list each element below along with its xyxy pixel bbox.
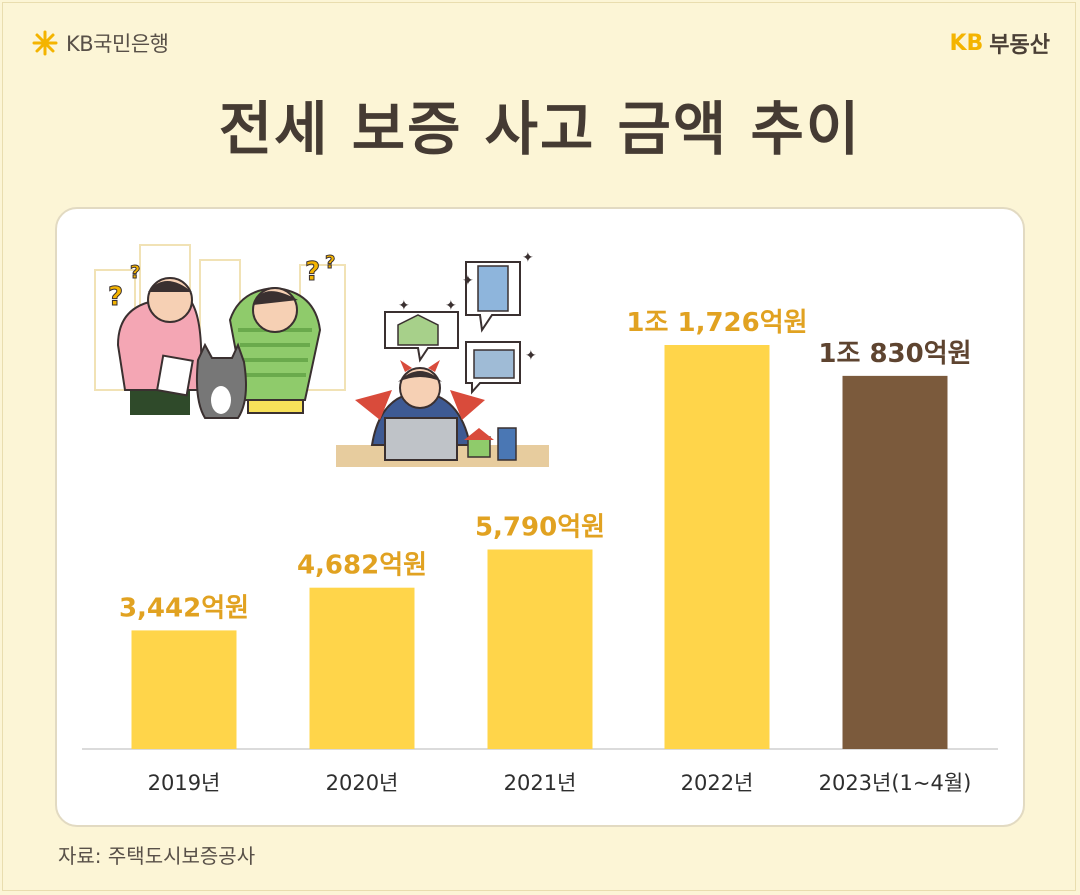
category-label-1: 2019년: [148, 771, 221, 795]
bar-4: [664, 345, 770, 749]
kb-bank-logo: KB국민은행: [30, 28, 169, 58]
value-label-2: 4,682억원: [297, 551, 427, 581]
devil-landlord-illustration: ✦ ✦ ✦ ✦ ✦: [336, 250, 549, 467]
value-label-5: 1조 830억원: [818, 339, 971, 369]
svg-text:✦: ✦: [525, 348, 537, 364]
category-label-3: 2021년: [504, 771, 577, 795]
confused-people-illustration: ? ? ? ?: [94, 244, 346, 419]
bar-1: [131, 630, 237, 749]
svg-text:✦: ✦: [462, 273, 474, 289]
value-label-1: 3,442억원: [119, 593, 249, 623]
kb-star-icon: [32, 30, 58, 56]
bar-5: [842, 375, 948, 749]
svg-text:?: ?: [108, 282, 123, 312]
category-label-2: 2020년: [326, 771, 399, 795]
page-title: 전세 보증 사고 금액 추이: [218, 95, 862, 163]
kb-mark: KB: [949, 30, 984, 56]
svg-text:?: ?: [130, 262, 140, 283]
kb-bank-name: KB국민은행: [66, 32, 169, 56]
category-label-4: 2022년: [681, 771, 754, 795]
value-label-3: 5,790억원: [475, 513, 605, 543]
svg-text:✦: ✦: [398, 298, 410, 314]
kb-realestate-logo: KB 부동산: [949, 28, 1050, 59]
svg-text:?: ?: [305, 257, 320, 287]
value-label-4: 1조 1,726억원: [626, 308, 807, 338]
svg-text:✦: ✦: [445, 298, 457, 314]
category-label-5: 2023년(1~4월): [819, 771, 972, 795]
source-note: 자료: 주택도시보증공사: [58, 844, 256, 868]
bar-2: [309, 587, 415, 749]
bar-3: [487, 549, 593, 749]
svg-text:✦: ✦: [522, 250, 534, 266]
svg-text:?: ?: [325, 252, 335, 273]
realestate-name: 부동산: [989, 33, 1050, 58]
